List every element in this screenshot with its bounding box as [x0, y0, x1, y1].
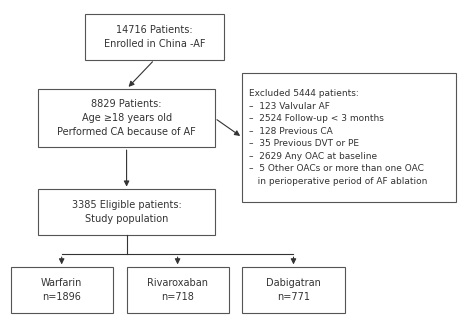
- FancyBboxPatch shape: [38, 89, 215, 147]
- FancyBboxPatch shape: [10, 267, 113, 313]
- Text: Rivaroxaban
n=718: Rivaroxaban n=718: [147, 278, 208, 302]
- Text: 8829 Patients:
Age ≥18 years old
Performed CA because of AF: 8829 Patients: Age ≥18 years old Perform…: [57, 99, 196, 137]
- Text: 3385 Eligible patients:
Study population: 3385 Eligible patients: Study population: [72, 200, 182, 224]
- Text: Warfarin
n=1896: Warfarin n=1896: [41, 278, 82, 302]
- Text: 14716 Patients:
Enrolled in China -AF: 14716 Patients: Enrolled in China -AF: [104, 25, 205, 49]
- FancyBboxPatch shape: [243, 73, 456, 202]
- Text: Excluded 5444 patients:
–  123 Valvular AF
–  2524 Follow-up < 3 months
–  128 P: Excluded 5444 patients: – 123 Valvular A…: [249, 89, 428, 186]
- FancyBboxPatch shape: [85, 14, 224, 60]
- FancyBboxPatch shape: [38, 189, 215, 235]
- Text: Dabigatran
n=771: Dabigatran n=771: [266, 278, 321, 302]
- FancyBboxPatch shape: [243, 267, 345, 313]
- FancyBboxPatch shape: [127, 267, 228, 313]
